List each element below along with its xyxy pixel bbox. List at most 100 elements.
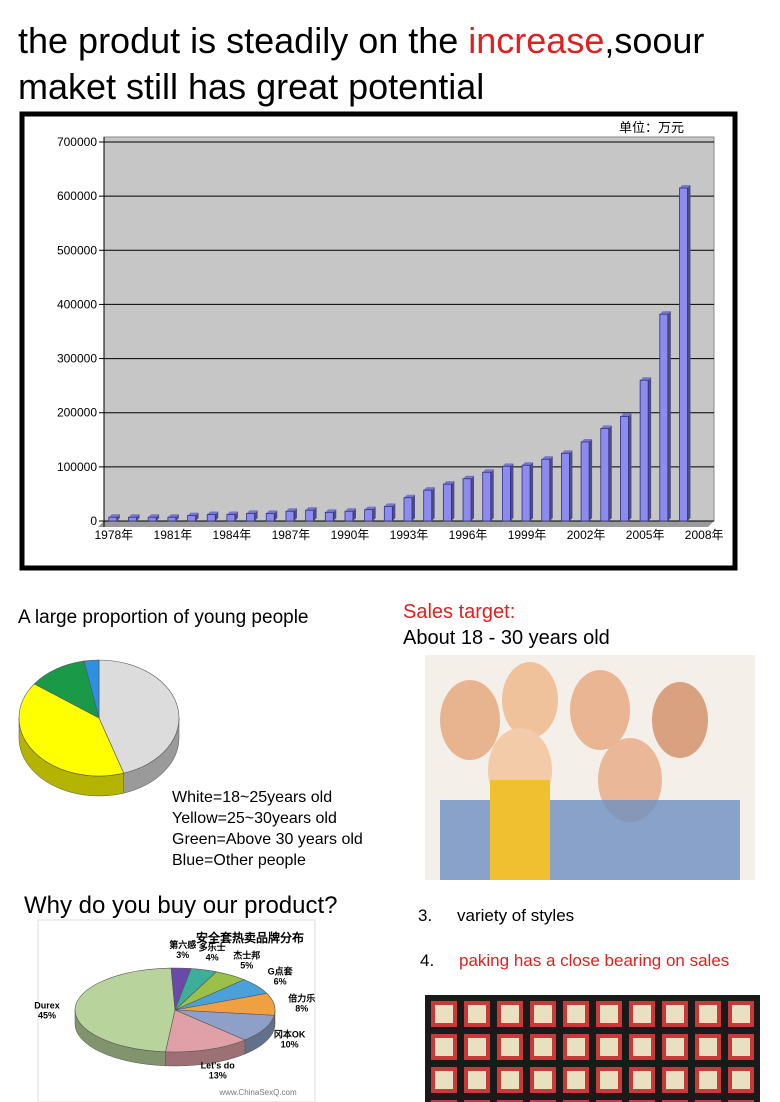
bar: [403, 497, 413, 522]
bar-side: [136, 514, 140, 521]
bar: [147, 516, 157, 522]
bar-top: [128, 514, 140, 518]
x-tick-label: 1990年: [331, 528, 370, 542]
bar: [521, 464, 531, 522]
bar-top: [266, 510, 278, 514]
bar: [364, 509, 374, 522]
bar-top: [581, 438, 593, 442]
bar: [226, 514, 236, 522]
bar-side: [234, 511, 238, 521]
bar-side: [510, 463, 514, 521]
bar-side: [313, 507, 317, 521]
slice-label: 第六感: [169, 939, 196, 950]
item-number: 4.: [420, 951, 434, 970]
bar-top: [522, 462, 534, 466]
bar-side: [549, 456, 553, 521]
slice-label: Let's do: [201, 1060, 236, 1070]
x-tick-label: 2008年: [685, 528, 724, 542]
x-tick-label: 1981年: [154, 528, 193, 542]
bar: [246, 513, 255, 522]
legend-entry: Yellow=25~30years old: [172, 810, 337, 827]
bar-side: [530, 462, 534, 521]
pie-slice: [33, 660, 100, 719]
bar-top: [620, 413, 632, 417]
slice-value-label: 5%: [240, 961, 253, 971]
bar-side: [451, 481, 455, 521]
slice-label: 倍力乐: [288, 992, 315, 1003]
title-line-2: maket still has great potential: [18, 66, 484, 107]
bar-top: [541, 456, 553, 460]
bar-top: [502, 463, 514, 467]
bar: [442, 483, 452, 522]
bar-top: [344, 508, 356, 512]
slice-value-label: 3%: [176, 950, 189, 960]
legend-entry: Green=Above 30 years old: [172, 831, 363, 848]
slice-value-label: 45%: [38, 1010, 56, 1020]
slice-value-label: 10%: [281, 1040, 299, 1050]
bar: [620, 416, 629, 522]
slice-label: 杰士邦: [233, 950, 260, 961]
bar: [285, 510, 295, 522]
reasons-heading: Why do you buy our product?: [24, 892, 338, 919]
bar: [167, 516, 177, 522]
legend-entry: Blue=Other people: [172, 852, 306, 869]
legend-entry: White=18~25years old: [172, 789, 332, 806]
bar-side: [471, 475, 475, 521]
bar-top: [108, 514, 120, 518]
bar-top: [148, 514, 160, 518]
slice-label: 冈本OK: [274, 1029, 306, 1040]
bar: [305, 509, 315, 522]
bar-top: [600, 425, 612, 429]
y-tick-label: 0: [90, 514, 97, 528]
bar: [561, 452, 570, 522]
bar: [501, 465, 511, 522]
bar-side: [648, 377, 652, 521]
bar-side: [175, 514, 179, 521]
bar-top: [325, 509, 337, 513]
bar-side: [116, 514, 120, 521]
bar-side: [569, 450, 573, 521]
bar-top: [246, 510, 258, 514]
bar-side: [608, 425, 612, 521]
pie-slice: [83, 659, 100, 719]
bar: [482, 471, 492, 522]
x-tick-label: 1993年: [390, 528, 429, 542]
bar-side: [628, 413, 632, 521]
people-photo: [425, 655, 755, 880]
bar-top: [423, 487, 435, 491]
bar: [344, 510, 354, 522]
brand-chart-title: 安全套热卖品牌分布: [196, 930, 304, 945]
bar-side: [490, 469, 494, 521]
y-tick-label: 600000: [57, 189, 97, 203]
title-highlight: increase: [468, 20, 604, 61]
slice-label: G点套: [268, 966, 294, 977]
bar-side: [687, 185, 691, 521]
bar-side: [274, 510, 278, 521]
pie-slice: [74, 967, 176, 1053]
title-part: ,soour: [604, 20, 704, 61]
bar-top: [305, 507, 317, 511]
bar-side: [195, 512, 199, 521]
bar: [128, 516, 137, 522]
x-tick-label: 1978年: [94, 528, 133, 542]
bar-top: [167, 514, 179, 518]
bar: [679, 187, 688, 522]
bar: [423, 489, 433, 522]
sales-target-label: Sales target:: [403, 601, 515, 623]
x-tick-label: 1996年: [449, 528, 488, 542]
bar-top: [226, 511, 238, 515]
bar: [324, 511, 334, 522]
slice-label: 多乐士: [199, 942, 226, 953]
bar-top: [561, 450, 573, 454]
y-tick-label: 200000: [57, 406, 97, 420]
pie-slice: [165, 1009, 246, 1053]
bar-top: [482, 469, 494, 473]
item-number: 3.: [418, 906, 432, 925]
bar: [580, 441, 590, 522]
title-line-1: the produt is steadily on the increase,s…: [18, 20, 704, 61]
y-tick-label: 700000: [57, 135, 97, 149]
bar-top: [384, 503, 396, 507]
pie-slice: [18, 683, 125, 777]
bar-side: [412, 494, 415, 521]
